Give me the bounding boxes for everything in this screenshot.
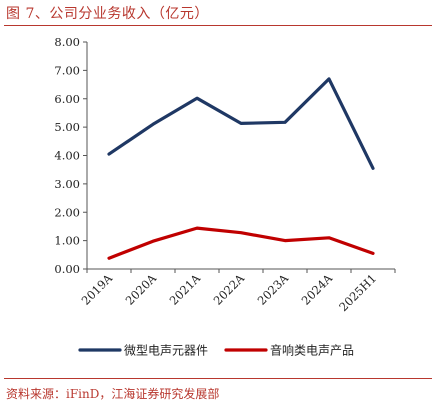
y-tick-label: 6.00 <box>54 92 80 106</box>
x-tick-label: 2025H1 <box>336 271 379 314</box>
series-line-1 <box>107 77 375 170</box>
legend-label-2: 音响类电声产品 <box>270 343 354 358</box>
legend-label-1: 微型电声元器件 <box>124 344 208 358</box>
x-tick-label: 2023A <box>255 271 292 308</box>
series-line-2 <box>107 226 375 260</box>
line-chart: 0.00 1.00 2.00 3.00 4.00 5.00 6.00 7.00 8.00 2019… <box>54 35 396 358</box>
y-tick-label: 1.00 <box>54 234 80 248</box>
figure-footer: 资料来源：iFinD，江海证券研究发展部 <box>4 378 432 406</box>
chart-axes: 0.00 1.00 2.00 3.00 4.00 5.00 6.00 7.00 8.00 2019… <box>54 35 396 314</box>
y-tick-label: 2.00 <box>54 205 80 219</box>
y-tick-label: 8.00 <box>54 35 80 49</box>
y-tick-label: 0.00 <box>54 262 80 276</box>
y-tick-label: 5.00 <box>54 120 80 134</box>
x-tick-label: 2024A <box>299 271 336 308</box>
y-tick-label: 7.00 <box>54 63 80 77</box>
chart-legend: 微型电声元器件 音响类电声产品 <box>78 343 354 358</box>
figure-header: 图 7、公司分业务收入（亿元） <box>4 0 432 26</box>
y-tick-label: 3.00 <box>54 177 80 191</box>
x-tick-label: 2021A <box>167 271 204 308</box>
figure-caption: 图 7、公司分业务收入（亿元） <box>6 6 209 22</box>
x-tick-label: 2019A <box>79 271 116 308</box>
figure-source: 资料来源：iFinD，江海证券研究发展部 <box>6 387 220 401</box>
chart-series <box>107 77 375 260</box>
x-tick-label: 2020A <box>123 271 160 308</box>
x-tick-label: 2022A <box>211 271 248 308</box>
y-tick-label: 4.00 <box>54 149 80 163</box>
